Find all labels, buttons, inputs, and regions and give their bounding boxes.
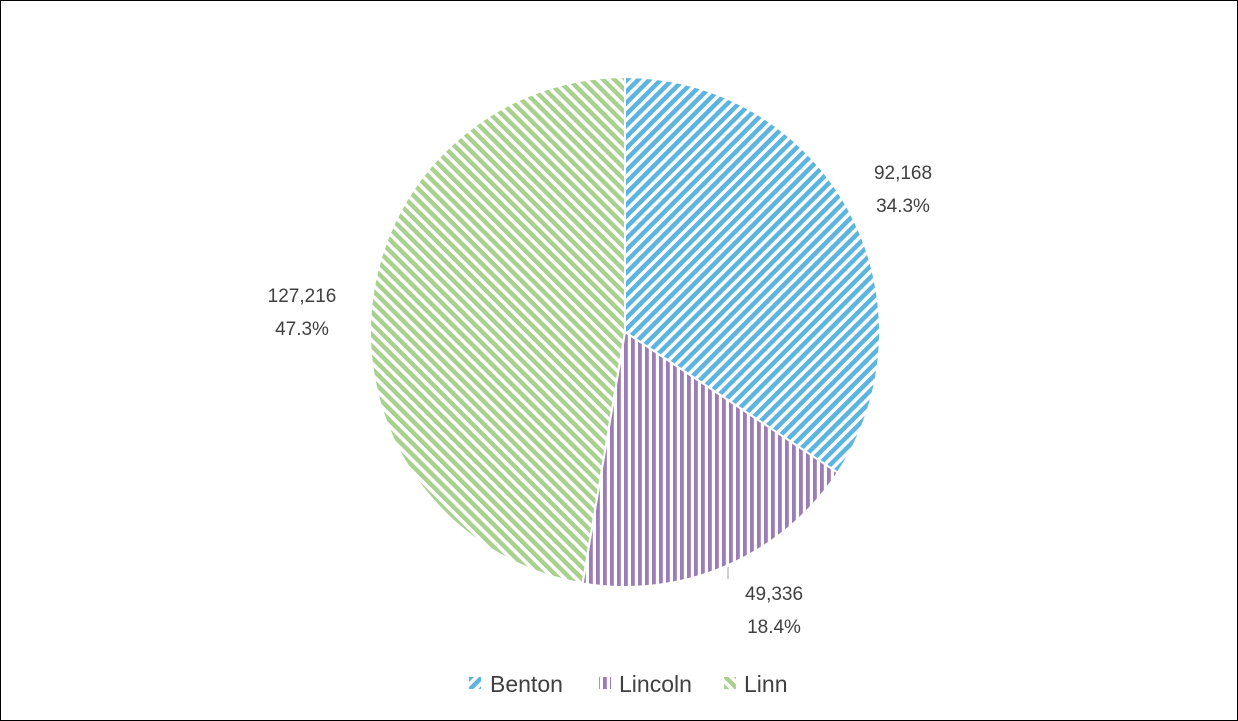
legend-swatch-benton — [469, 677, 481, 689]
data-label-benton: 92,168 34.3% — [874, 163, 932, 217]
pie-slices — [369, 75, 881, 588]
legend-label-benton: Benton — [490, 671, 563, 697]
data-label-lincoln: 49,336 18.4% — [745, 584, 803, 638]
data-label-percent-benton: 34.3% — [876, 196, 930, 217]
pie-slice-lincoln[interactable] — [581, 330, 840, 588]
legend: Benton Lincoln Linn — [469, 671, 787, 697]
pie-slice-linn[interactable] — [369, 75, 626, 585]
data-label-linn: 127,216 47.3% — [268, 286, 337, 340]
legend-swatch-linn — [724, 677, 736, 689]
data-label-percent-lincoln: 18.4% — [747, 617, 801, 638]
legend-label-lincoln: Lincoln — [619, 671, 692, 697]
legend-item-lincoln[interactable]: Lincoln — [599, 671, 692, 697]
data-label-value-linn: 127,216 — [268, 286, 337, 307]
legend-swatch-lincoln — [599, 677, 611, 689]
legend-item-linn[interactable]: Linn — [724, 671, 787, 697]
data-label-value-lincoln: 49,336 — [745, 584, 803, 605]
data-label-value-benton: 92,168 — [874, 163, 932, 184]
legend-item-benton[interactable]: Benton — [469, 671, 563, 697]
legend-label-linn: Linn — [744, 671, 787, 697]
data-label-percent-linn: 47.3% — [275, 319, 329, 340]
